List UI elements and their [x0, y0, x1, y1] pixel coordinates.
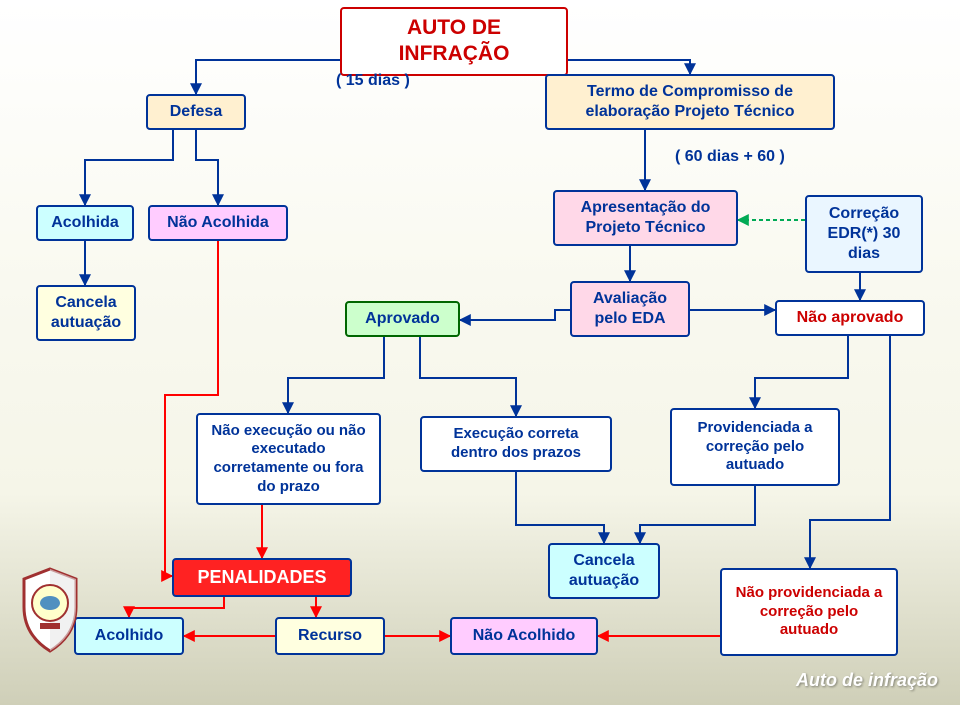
footer-caption: Auto de infração [796, 670, 938, 691]
edge-20 [129, 596, 224, 617]
node-nao_exec: Não execução ou não executado corretamen… [196, 413, 381, 505]
node-termo: Termo de Compromisso de elaboração Proje… [545, 74, 835, 130]
node-auto_infracao: AUTO DE INFRAÇÃO [340, 7, 568, 76]
node-providenciada: Providenciada a correção pelo autuado [670, 408, 840, 486]
node-recurso: Recurso [275, 617, 385, 655]
node-nao_aprovado: Não aprovado [775, 300, 925, 336]
edge-7 [460, 310, 570, 320]
label-60-dias: ( 60 dias + 60 ) [675, 148, 785, 166]
node-correcao: Correção EDR(*) 30 dias [805, 195, 923, 273]
edge-13 [755, 336, 848, 408]
node-aprovado: Aprovado [345, 301, 460, 337]
edge-12 [420, 337, 516, 416]
edge-2 [85, 130, 173, 205]
edge-11 [288, 337, 384, 413]
node-nao_acolhida: Não Acolhida [148, 205, 288, 241]
label-15-dias: ( 15 dias ) [336, 72, 410, 90]
node-avaliacao: Avaliação pelo EDA [570, 281, 690, 337]
node-acolhida: Acolhida [36, 205, 134, 241]
edge-17 [516, 472, 604, 543]
edge-16 [165, 241, 218, 576]
node-apres_proj: Apresentação do Projeto Técnico [553, 190, 738, 246]
node-cancela2: Cancela autuação [548, 543, 660, 599]
edge-18 [640, 486, 755, 543]
node-cancela1: Cancela autuação [36, 285, 136, 341]
node-defesa: Defesa [146, 94, 246, 130]
node-nao_acolhido: Não Acolhido [450, 617, 598, 655]
node-acolhido: Acolhido [74, 617, 184, 655]
node-nao_prov: Não providenciada a correção pelo autuad… [720, 568, 898, 656]
coat-of-arms-icon [18, 565, 82, 655]
edge-3 [196, 130, 218, 205]
node-penalidades: PENALIDADES [172, 558, 352, 597]
node-exec_correta: Execução correta dentro dos prazos [420, 416, 612, 472]
